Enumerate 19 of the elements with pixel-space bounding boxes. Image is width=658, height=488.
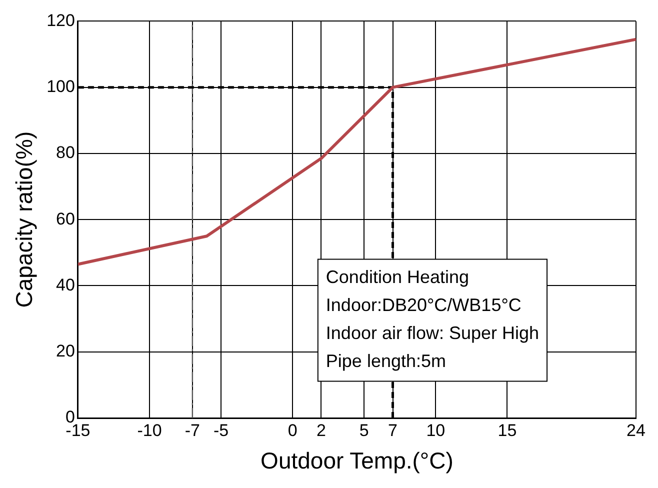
x-tick-label: 7 [388, 420, 398, 440]
x-tick-label: 15 [498, 420, 517, 440]
x-tick-label: -5 [213, 420, 229, 440]
y-tick-label: 80 [56, 143, 75, 162]
annotation: Condition Heating Indoor:DB20°C/WB15°C Indoor air flow: Super High Pipe length:5m [326, 267, 540, 372]
x-tick-label: 24 [626, 420, 646, 440]
x-axis-title: Outdoor Temp.(°C) [260, 448, 454, 474]
y-tick-label: 20 [56, 342, 75, 361]
x-tick-label: -7 [184, 420, 200, 440]
y-tick-label: 60 [56, 209, 75, 228]
y-tick-label: 100 [46, 77, 75, 96]
x-tick-label: 10 [426, 420, 446, 440]
x-tick-label: 2 [316, 420, 326, 440]
x-tick-label: 0 [288, 420, 298, 440]
y-tick-label: 120 [46, 10, 75, 30]
y-axis-title: Capacity ratio(%) [11, 131, 38, 308]
x-tick-label: -10 [137, 420, 162, 440]
y-tick-label: 40 [56, 275, 75, 294]
x-tick-label: 5 [359, 420, 369, 440]
